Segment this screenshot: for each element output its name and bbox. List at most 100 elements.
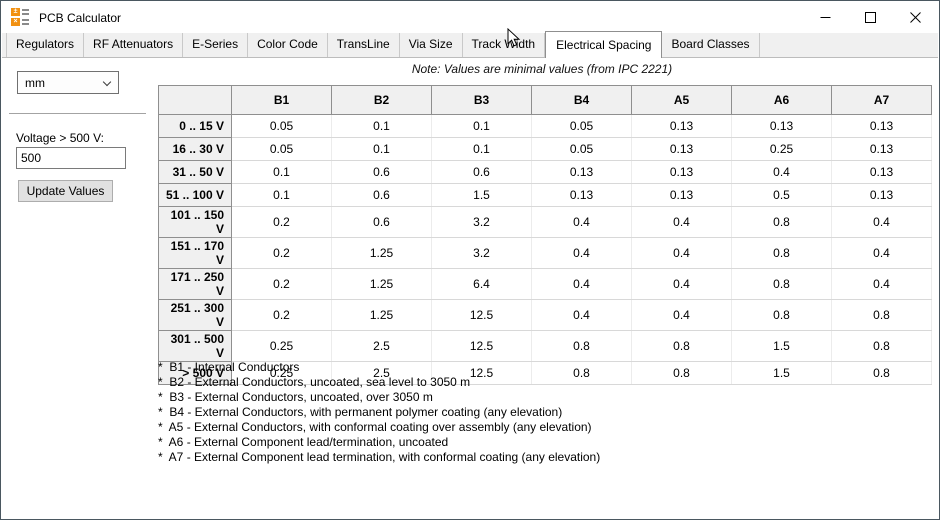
spacing-value-cell: 0.13 (531, 160, 632, 184)
table-row: > 500 V 0.25 2.5 12.5 0.8 0.8 1.5 0.8 (158, 361, 932, 385)
table-row: 0 .. 15 V 0.05 0.1 0.1 0.05 0.13 0.13 0.13 (158, 114, 932, 138)
footnote-line: * A5 - External Conductors, with conform… (158, 420, 592, 434)
tab-board-classes[interactable]: Board Classes (662, 33, 760, 57)
footnote-line: * B2 - External Conductors, uncoated, se… (158, 375, 471, 389)
row-label: 251 .. 300 V (158, 299, 232, 331)
spacing-value-cell: 0.4 (631, 206, 732, 238)
calculator-icon-square: ± (11, 8, 20, 16)
voltage-label: Voltage > 500 V: (16, 131, 104, 145)
spacing-value-cell: 0.13 (831, 114, 932, 138)
column-header-b1: B1 (231, 85, 332, 115)
spacing-value-cell: 0.4 (531, 206, 632, 238)
voltage-input[interactable] (16, 147, 126, 169)
spacing-value-cell: 0.25 (231, 361, 332, 385)
spacing-value-cell: 0.05 (531, 137, 632, 161)
spacing-value-cell: 2.5 (331, 330, 432, 362)
row-label: 31 .. 50 V (158, 160, 232, 184)
spacing-value-cell: 0.2 (231, 237, 332, 269)
footnotes: * B1 - Internal Conductors * B2 - Externa… (158, 360, 600, 465)
tab-e-series[interactable]: E-Series (183, 33, 249, 57)
column-header-b4: B4 (531, 85, 632, 115)
unit-select[interactable]: mm (17, 71, 119, 94)
spacing-value-cell: 0.6 (331, 183, 432, 207)
spacing-value-cell: 0.8 (831, 330, 932, 362)
table-row: 31 .. 50 V 0.1 0.6 0.6 0.13 0.13 0.4 0.13 (158, 160, 932, 184)
column-header-a6: A6 (731, 85, 832, 115)
close-icon (910, 12, 921, 23)
spacing-value-cell: 0.2 (231, 299, 332, 331)
spacing-value-cell: 0.13 (831, 137, 932, 161)
spacing-value-cell: 3.2 (431, 206, 532, 238)
tab-rf-attenuators[interactable]: RF Attenuators (84, 33, 184, 57)
maximize-button[interactable] (848, 2, 893, 33)
row-label: 101 .. 150 V (158, 206, 232, 238)
spacing-value-cell: 0.13 (631, 137, 732, 161)
footnote-line: * B1 - Internal Conductors (158, 360, 300, 374)
spacing-value-cell: 0.6 (331, 206, 432, 238)
spacing-value-cell: 0.1 (431, 137, 532, 161)
minimize-button[interactable] (803, 2, 848, 33)
spacing-value-cell: 0.8 (831, 299, 932, 331)
spacing-value-cell: 12.5 (431, 330, 532, 362)
update-values-button[interactable]: Update Values (18, 180, 113, 202)
spacing-value-cell: 0.1 (431, 114, 532, 138)
spacing-value-cell: 0.5 (731, 183, 832, 207)
table-row: 251 .. 300 V 0.2 1.25 12.5 0.4 0.4 0.8 0.8 (158, 299, 932, 331)
spacing-value-cell: 0.4 (631, 237, 732, 269)
spacing-value-cell: 0.8 (631, 361, 732, 385)
spacing-value-cell: 2.5 (331, 361, 432, 385)
tab-electrical-spacing[interactable]: Electrical Spacing (545, 31, 663, 58)
spacing-value-cell: 0.8 (731, 299, 832, 331)
spacing-value-cell: 0.4 (631, 268, 732, 300)
title-bar: ± × PCB Calculator (2, 2, 938, 33)
footnote-line: * B4 - External Conductors, with permane… (158, 405, 563, 419)
spacing-value-cell: 0.4 (831, 268, 932, 300)
row-label: 0 .. 15 V (158, 114, 232, 138)
tab-color-code[interactable]: Color Code (248, 33, 328, 57)
spacing-value-cell: 0.1 (231, 160, 332, 184)
tab-via-size[interactable]: Via Size (399, 33, 463, 57)
footnote-line: * A7 - External Component lead terminati… (158, 450, 601, 464)
panel-divider (9, 113, 146, 114)
row-label: 151 .. 170 V (158, 237, 232, 269)
unit-select-value: mm (25, 75, 45, 90)
spacing-value-cell: 0.05 (231, 114, 332, 138)
spacing-value-cell: 12.5 (431, 299, 532, 331)
spacing-value-cell: 1.5 (431, 183, 532, 207)
row-label: 16 .. 30 V (158, 137, 232, 161)
spacing-value-cell: 0.4 (631, 299, 732, 331)
table-row: 151 .. 170 V 0.2 1.25 3.2 0.4 0.4 0.8 0.4 (158, 237, 932, 269)
spacing-value-cell: 3.2 (431, 237, 532, 269)
tab-track-width[interactable]: Track Width (462, 33, 546, 57)
spacing-value-cell: 0.8 (731, 268, 832, 300)
spacing-value-cell: 1.25 (331, 237, 432, 269)
spacing-value-cell: 0.4 (531, 299, 632, 331)
spacing-value-cell: 0.13 (631, 114, 732, 138)
calculator-icon: ± × (11, 8, 31, 27)
tab-bar: Regulators RF Attenuators E-Series Color Co… (2, 31, 938, 58)
tab-transline[interactable]: TransLine (327, 33, 400, 57)
spacing-value-cell: 0.8 (831, 361, 932, 385)
close-button[interactable] (893, 2, 938, 33)
spacing-value-cell: 0.05 (231, 137, 332, 161)
row-label: 171 .. 250 V (158, 268, 232, 300)
spacing-value-cell: 1.25 (331, 268, 432, 300)
spacing-value-cell: 1.5 (731, 330, 832, 362)
tab-regulators[interactable]: Regulators (6, 33, 85, 57)
table-row: 301 .. 500 V 0.25 2.5 12.5 0.8 0.8 1.5 0.8 (158, 330, 932, 362)
column-header-a5: A5 (631, 85, 732, 115)
row-label: 301 .. 500 V (158, 330, 232, 362)
spacing-value-cell: 0.6 (331, 160, 432, 184)
table-corner-cell (158, 85, 232, 115)
spacing-value-cell: 0.13 (831, 183, 932, 207)
spacing-value-cell: 0.8 (731, 206, 832, 238)
spacing-value-cell: 0.4 (831, 237, 932, 269)
calculator-icon-square: × (11, 18, 20, 26)
column-header-a7: A7 (831, 85, 932, 115)
note-text: Note: Values are minimal values (from IP… (411, 62, 673, 76)
spacing-value-cell: 0.4 (531, 268, 632, 300)
spacing-value-cell: 0.13 (831, 160, 932, 184)
electrical-spacing-table: B1 B2 B3 B4 A5 A6 A7 0 .. 15 V 0.05 0.1 0.1 0.05 0.… (158, 85, 932, 385)
spacing-value-cell: 0.4 (831, 206, 932, 238)
